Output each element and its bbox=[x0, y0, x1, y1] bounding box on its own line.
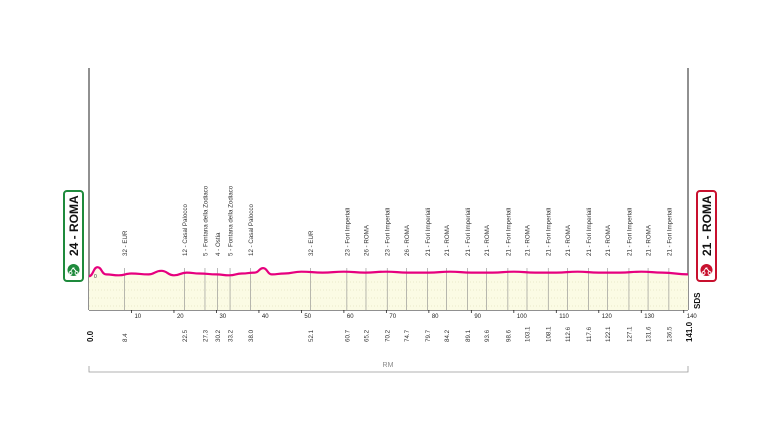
waypoint-label: 12 - Casal Palocco bbox=[248, 204, 255, 256]
waypoint-km-label: 122.1 bbox=[605, 326, 612, 342]
waypoint-lines bbox=[124, 268, 670, 310]
waypoint-label: 21 - Fori Imperiali bbox=[586, 208, 593, 256]
x-tick-label: 120 bbox=[602, 314, 613, 320]
waypoint-label: 23 - Fori Imperiali bbox=[344, 208, 351, 256]
waypoint-label: 5 - Fontana della Zodiaco bbox=[202, 185, 209, 256]
end-badge-label: 21 - ROMA bbox=[700, 195, 714, 256]
waypoint-label: 21 - Fori Imperiali bbox=[425, 208, 432, 256]
start-badge-label: 24 - ROMA bbox=[67, 195, 81, 256]
waypoint-labels: 32 - EUR 12 - Casal Palocco 5 - Fontana de… bbox=[122, 185, 673, 256]
x-tick-label: 40 bbox=[262, 314, 269, 320]
waypoint-label: 32 - EUR bbox=[308, 230, 315, 256]
x-tick-label: 70 bbox=[389, 314, 396, 320]
waypoint-label: 4 - Ostia bbox=[215, 232, 222, 256]
waypoint-label: 21 - Fori Imperiali bbox=[505, 208, 512, 256]
x-tick-label: 50 bbox=[304, 314, 311, 320]
waypoint-km-label: 30.2 bbox=[215, 329, 222, 342]
waypoint-km-label: 117.6 bbox=[586, 326, 593, 342]
waypoint-km-label: 127.1 bbox=[626, 326, 633, 342]
waypoint-label: 26 - ROMA bbox=[404, 224, 411, 256]
waypoint-label: 23 - Fori Imperiali bbox=[385, 208, 392, 256]
waypoint-km-label: 70.2 bbox=[385, 329, 392, 342]
x-tick-label: 60 bbox=[347, 314, 354, 320]
waypoint-km-label: 131.6 bbox=[646, 326, 653, 342]
end-km-label: 141.0 bbox=[685, 321, 694, 342]
waypoint-km-label: 52.1 bbox=[308, 329, 315, 342]
region-label: RM bbox=[383, 362, 394, 369]
region-bracket: RM bbox=[88, 362, 689, 373]
x-tick-label: 140 bbox=[687, 314, 698, 320]
waypoint-label: 21 - Fori Imperiali bbox=[465, 208, 472, 256]
region-bracket-line bbox=[88, 366, 689, 373]
start-km-label: 0.0 bbox=[86, 330, 95, 342]
waypoint-km-label: 74.7 bbox=[404, 329, 411, 342]
waypoint-km-label: 8.4 bbox=[122, 333, 129, 342]
end-badge-box bbox=[696, 190, 717, 282]
waypoint-label: 21 - ROMA bbox=[565, 224, 572, 256]
end-badge: 21 - ROMA bbox=[696, 190, 717, 282]
end-bike-icon bbox=[700, 264, 713, 276]
waypoint-label: 26 - ROMA bbox=[363, 224, 370, 256]
waypoint-label: 21 - Fori Imperiali bbox=[546, 208, 553, 256]
waypoint-km-label: 27.3 bbox=[202, 329, 209, 342]
profile-line bbox=[88, 266, 689, 278]
x-tick-label: 130 bbox=[644, 314, 655, 320]
waypoint-label: 21 - ROMA bbox=[646, 224, 653, 256]
x-tick-label: 110 bbox=[559, 314, 569, 320]
x-tick-label: 10 bbox=[134, 314, 141, 320]
end-note-label: SDS bbox=[693, 292, 702, 309]
x-tick-label: 30 bbox=[219, 314, 226, 320]
waypoint-label: 32 - EUR bbox=[122, 230, 129, 256]
waypoint-km-label: 89.1 bbox=[465, 329, 472, 342]
profile-area bbox=[89, 267, 688, 310]
profile-line-group bbox=[88, 266, 689, 278]
waypoint-km-label: 22.5 bbox=[182, 329, 189, 342]
start-badge: 24 - ROMA bbox=[63, 190, 84, 282]
x-tick-label: 20 bbox=[177, 314, 184, 320]
x-tick-label: 90 bbox=[474, 314, 481, 320]
start-badge-box bbox=[63, 190, 84, 282]
x-axis-ticks: 10 20 30 40 50 60 70 80 90 100 110 120 130 140 bbox=[131, 310, 697, 320]
start-altitude-label: 0 bbox=[94, 274, 97, 280]
end-bike-icon-glyph bbox=[701, 267, 712, 275]
waypoint-km-labels: 8.4 22.5 27.3 30.2 33.2 38.0 52.1 60.7 65.2 70.2 7… bbox=[122, 326, 673, 342]
waypoint-label: 21 - Fori Imperiali bbox=[666, 208, 673, 256]
waypoint-km-label: 93.6 bbox=[484, 329, 491, 342]
waypoint-km-label: 103.1 bbox=[524, 326, 531, 342]
waypoint-km-label: 108.1 bbox=[546, 326, 553, 342]
waypoint-km-label: 65.2 bbox=[363, 329, 370, 342]
waypoint-label: 21 - ROMA bbox=[524, 224, 531, 256]
waypoint-km-label: 112.6 bbox=[565, 326, 572, 342]
waypoint-km-label: 136.5 bbox=[666, 326, 673, 342]
waypoint-label: 12 - Casal Palocco bbox=[182, 204, 189, 256]
x-tick-label: 100 bbox=[517, 314, 528, 320]
waypoint-km-label: 79.7 bbox=[425, 329, 432, 342]
x-tick-label: 80 bbox=[432, 314, 439, 320]
waypoint-km-label: 33.2 bbox=[228, 329, 235, 342]
waypoint-label: 21 - ROMA bbox=[444, 224, 451, 256]
start-bike-icon bbox=[67, 264, 80, 276]
waypoint-km-label: 98.6 bbox=[505, 329, 512, 342]
waypoint-label: 21 - Fori Imperiali bbox=[626, 208, 633, 256]
waypoint-label: 21 - ROMA bbox=[484, 224, 491, 256]
waypoint-km-label: 38.0 bbox=[248, 329, 255, 342]
waypoint-km-label: 60.7 bbox=[344, 329, 351, 342]
start-bike-icon-glyph bbox=[68, 267, 79, 275]
waypoint-label: 21 - ROMA bbox=[605, 224, 612, 256]
waypoint-km-label: 84.2 bbox=[444, 329, 451, 342]
waypoint-label: 5 - Fontana della Zodiaco bbox=[228, 185, 235, 256]
profile-fill bbox=[89, 267, 688, 310]
